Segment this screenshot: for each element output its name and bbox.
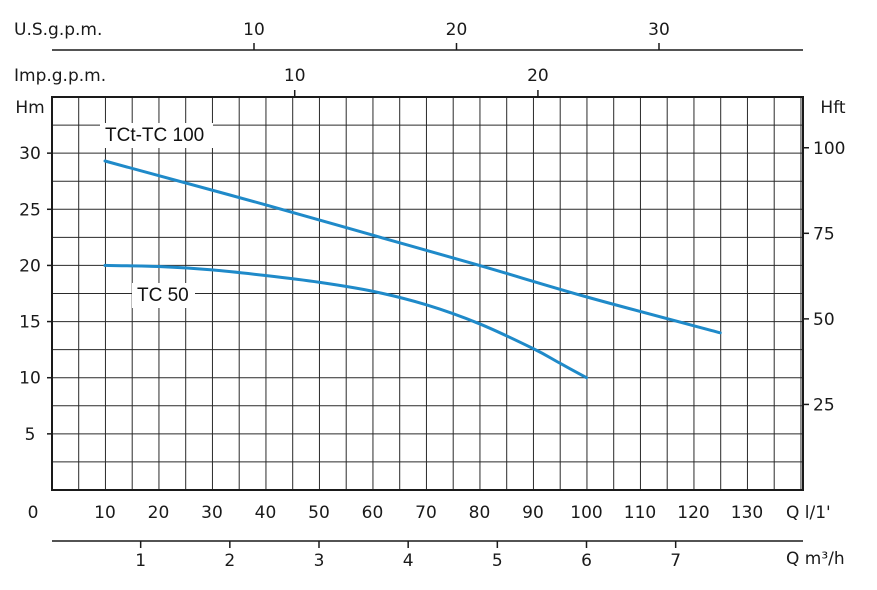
m3h-tick-label: 6	[581, 551, 592, 571]
usgpm-tick-label: 10	[243, 20, 265, 40]
y-right-tick-label: 25	[813, 395, 835, 415]
y-left-tick-label: 25	[19, 200, 41, 220]
x-tick-label: 70	[415, 503, 437, 523]
m3h-tick-label: 2	[224, 551, 235, 571]
x-tick-label: 80	[469, 503, 491, 523]
series-label-tc-50: TC 50	[137, 285, 189, 306]
y-right-tick-label: 50	[813, 310, 835, 330]
x-tick-label: 0	[28, 503, 39, 523]
series-label-tct-tc-100-background	[100, 123, 213, 148]
y-left-tick-label: 20	[19, 256, 41, 276]
y-left-tick-label: 30	[19, 144, 41, 164]
impgpm-unit-label: Imp.g.p.m.	[14, 66, 106, 86]
x-tick-label: 30	[201, 503, 223, 523]
y-left-tick-label: 10	[19, 369, 41, 389]
y-right-unit-label: Hft	[820, 98, 845, 118]
x-tick-label: 50	[308, 503, 330, 523]
impgpm-tick-label: 20	[527, 66, 549, 86]
usgpm-tick-label: 30	[648, 20, 670, 40]
y-left-tick-label: 15	[19, 313, 41, 333]
series-label-tc-50-background	[132, 283, 195, 308]
impgpm-tick-label: 10	[284, 66, 306, 86]
m3h-tick-label: 1	[135, 551, 146, 571]
series-label-tct-tc-100: TCt-TC 100	[105, 125, 204, 146]
y-left-tick-label: 5	[25, 425, 36, 445]
m3h-tick-label: 7	[670, 551, 681, 571]
m3h-tick-label: 5	[492, 551, 503, 571]
x-tick-label: 120	[677, 503, 709, 523]
x-tick-label: 130	[731, 503, 763, 523]
series-line-tc-50	[103, 263, 588, 380]
y-left-unit-label: Hm	[15, 98, 44, 118]
x-tick-label: 40	[255, 503, 277, 523]
x-tick-label: 110	[624, 503, 656, 523]
x-tick-label: 60	[362, 503, 384, 523]
usgpm-tick-label: 20	[446, 20, 468, 40]
x-tick-label: 90	[522, 503, 544, 523]
x-tick-label: 100	[570, 503, 602, 523]
y-right-tick-label: 100	[813, 139, 845, 159]
y-right-tick-label: 75	[813, 224, 835, 244]
m3h-tick-label: 3	[314, 551, 325, 571]
plot-frame	[51, 96, 804, 491]
usgpm-unit-label: U.S.g.p.m.	[14, 20, 102, 40]
m3h-unit-label: Q m³/h	[786, 549, 845, 569]
x-unit-label: Q l/1'	[786, 503, 831, 523]
grid	[52, 97, 803, 490]
series-line-tct-tc-100	[103, 159, 722, 335]
x-tick-label: 20	[148, 503, 170, 523]
x-tick-label: 10	[94, 503, 116, 523]
m3h-tick-label: 4	[403, 551, 414, 571]
